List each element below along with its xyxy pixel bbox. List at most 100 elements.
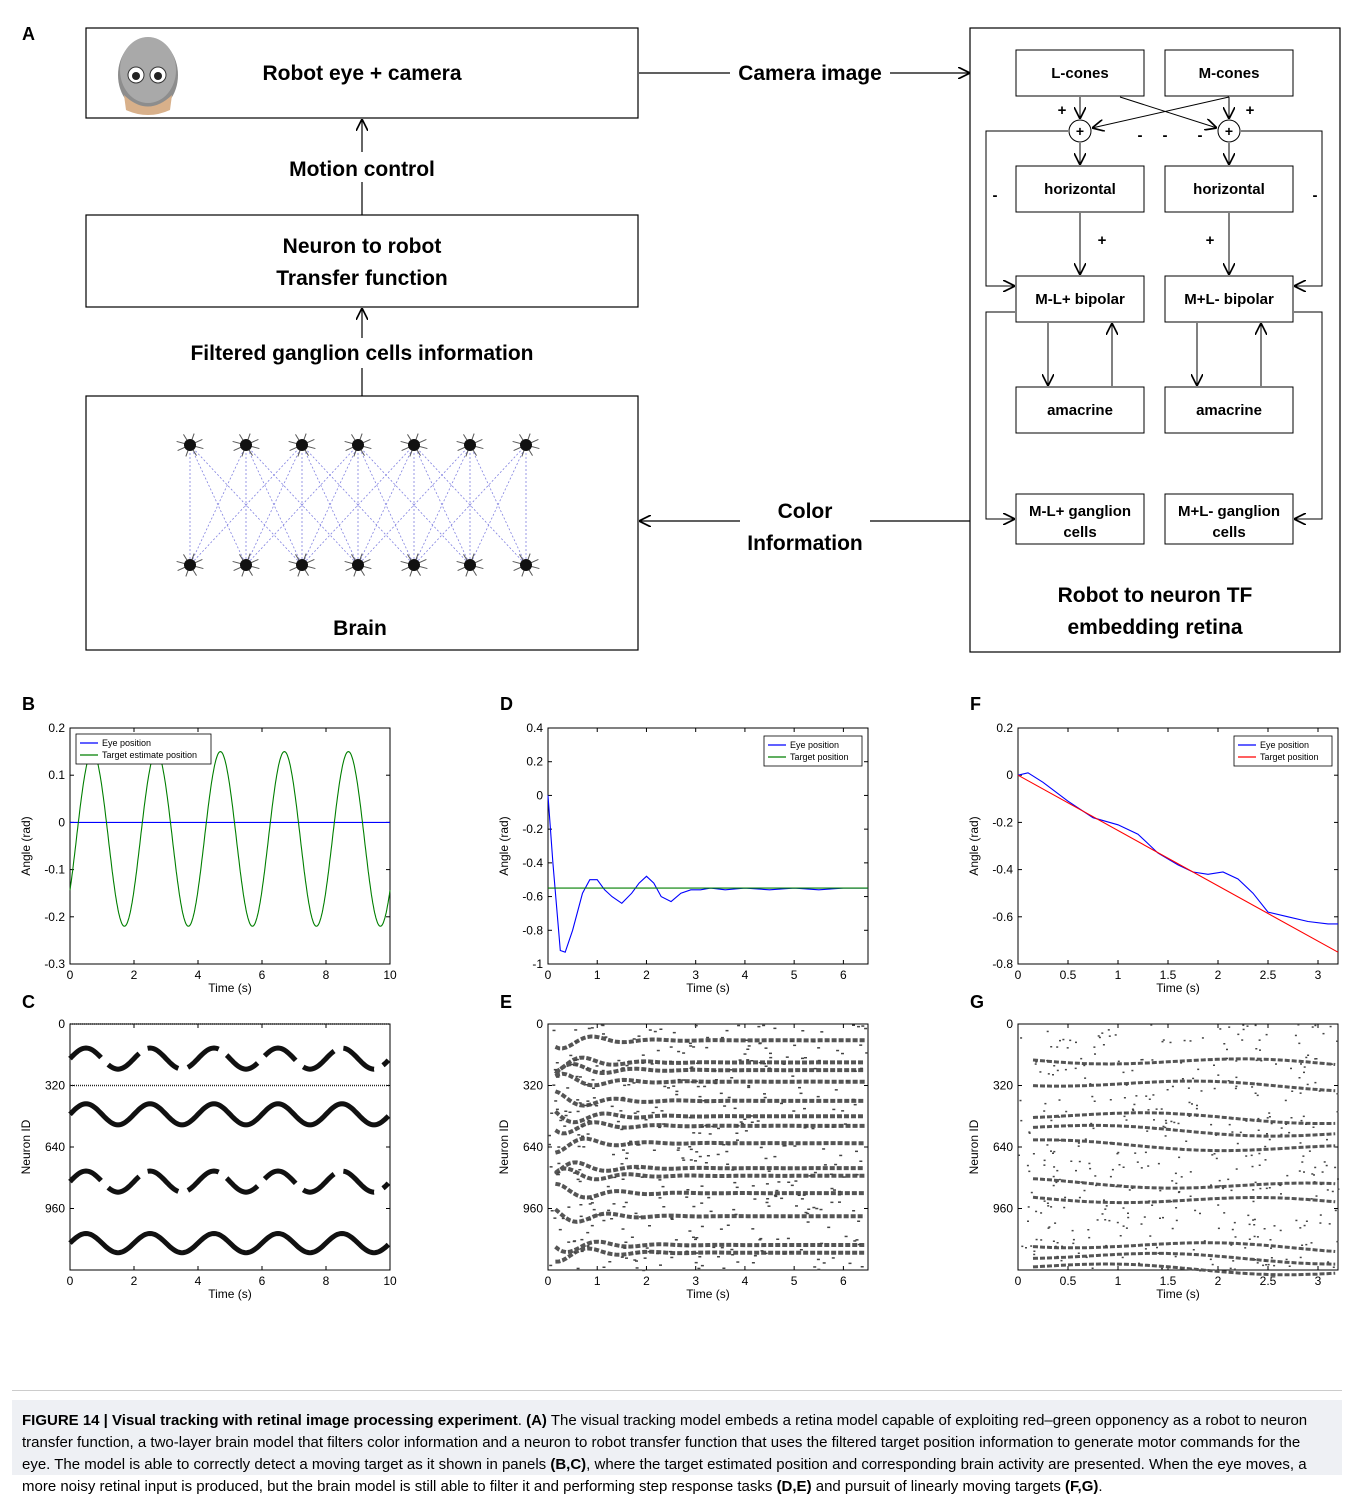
raster-band bbox=[554, 1166, 865, 1182]
raster-band bbox=[1032, 1079, 1336, 1093]
raster-spike bbox=[1118, 1164, 1121, 1166]
robot-eye-box bbox=[85, 27, 639, 119]
y-axis-label: Angle (rad) bbox=[967, 816, 981, 875]
x-tick-label: 6 bbox=[259, 968, 266, 982]
neuron-icon bbox=[456, 553, 484, 577]
raster-spike bbox=[670, 1256, 674, 1259]
raster-spike bbox=[790, 1040, 794, 1042]
raster-spike bbox=[705, 1046, 709, 1049]
legend-entry: Eye position bbox=[790, 740, 839, 750]
raster-spike bbox=[823, 1164, 827, 1166]
x-tick-label: 6 bbox=[259, 1274, 266, 1288]
raster-spike bbox=[1144, 1151, 1147, 1154]
raster-spike bbox=[816, 1095, 820, 1098]
panel-label-a: A bbox=[22, 24, 35, 44]
neuron-icon bbox=[344, 553, 372, 577]
neuron-soma bbox=[520, 439, 532, 451]
raster-spike bbox=[576, 1099, 580, 1101]
raster-spike bbox=[704, 1124, 708, 1127]
raster-spike bbox=[1328, 1223, 1331, 1225]
raster-spike bbox=[569, 1054, 573, 1057]
raster-spike bbox=[1285, 1258, 1288, 1261]
raster-spike bbox=[845, 1080, 849, 1082]
raster-spike bbox=[1227, 1080, 1230, 1082]
raster-spike bbox=[1059, 1039, 1061, 1042]
raster-spike bbox=[685, 1250, 689, 1252]
raster-spike bbox=[1264, 1145, 1267, 1148]
raster-spike bbox=[682, 1159, 686, 1161]
panel-label-d: D bbox=[500, 694, 513, 714]
raster-spike bbox=[1305, 1220, 1308, 1222]
raster-spike bbox=[1305, 1243, 1308, 1246]
x-tick-label: 4 bbox=[742, 968, 749, 982]
raster-spike bbox=[556, 1076, 560, 1078]
raster-spike bbox=[855, 1173, 859, 1176]
x-tick-label: 2 bbox=[1215, 1274, 1222, 1288]
raster-spike bbox=[1265, 1187, 1268, 1190]
raster-spike bbox=[830, 1187, 834, 1190]
raster-spike bbox=[1254, 1259, 1257, 1261]
raster-spike bbox=[1123, 1097, 1126, 1099]
y-tick-label: -0.6 bbox=[522, 890, 543, 904]
raster-spike bbox=[706, 1036, 710, 1039]
raster-spike bbox=[1089, 1083, 1092, 1085]
x-tick-label: 1 bbox=[594, 968, 601, 982]
y-tick-label: 960 bbox=[45, 1202, 65, 1216]
raster-spike bbox=[1219, 1185, 1222, 1187]
raster-band bbox=[1032, 1123, 1336, 1138]
raster-spike bbox=[727, 1096, 731, 1099]
raster-spike bbox=[1060, 1259, 1063, 1262]
raster-spike bbox=[690, 1066, 694, 1068]
raster-spike bbox=[580, 1250, 584, 1253]
raster-spike bbox=[658, 1179, 662, 1181]
raster-spike bbox=[1254, 1024, 1257, 1027]
raster-spike bbox=[839, 1154, 843, 1157]
x-tick-label: 8 bbox=[323, 1274, 330, 1288]
raster-spike bbox=[648, 1029, 652, 1031]
raster-spike bbox=[806, 1221, 810, 1223]
raster-spike bbox=[1104, 1219, 1107, 1221]
raster-spike bbox=[1298, 1170, 1301, 1172]
raster-spike bbox=[1074, 1067, 1077, 1070]
y-tick-label: 320 bbox=[993, 1079, 1013, 1093]
raster-spike bbox=[1025, 1247, 1027, 1249]
raster-spike bbox=[601, 1069, 605, 1072]
raster-band bbox=[554, 1034, 865, 1051]
raster-spike bbox=[834, 1089, 838, 1091]
raster-spike bbox=[700, 1264, 704, 1267]
legend-entry: Target position bbox=[790, 752, 849, 762]
raster-spike bbox=[1235, 1168, 1238, 1170]
raster-spike bbox=[647, 1250, 651, 1253]
raster-spike bbox=[812, 1206, 816, 1209]
neuron-icon bbox=[400, 433, 428, 457]
raster-band bbox=[554, 1207, 865, 1224]
sign-l-plus: + bbox=[1058, 102, 1067, 119]
panel-label-b: B bbox=[22, 694, 35, 714]
raster-spike bbox=[1173, 1121, 1176, 1124]
raster-spike bbox=[1063, 1206, 1066, 1209]
raster-spike bbox=[815, 1207, 819, 1210]
raster-spike bbox=[829, 1173, 833, 1175]
raster-spike bbox=[1050, 1046, 1053, 1048]
raster-spike bbox=[1122, 1166, 1125, 1168]
raster-spike bbox=[612, 1203, 616, 1205]
raster-spike bbox=[681, 1157, 685, 1159]
y-axis-label: Angle (rad) bbox=[497, 816, 511, 875]
raster-spike bbox=[592, 1097, 596, 1099]
raster-spike bbox=[1020, 1119, 1023, 1122]
robot-box-label: Robot eye + camera bbox=[262, 62, 461, 85]
raster-spike bbox=[578, 1102, 582, 1104]
raster-spike bbox=[765, 1183, 769, 1185]
raster-spike bbox=[621, 1178, 625, 1180]
raster-spike bbox=[557, 1171, 561, 1174]
neuron-soma bbox=[240, 559, 252, 571]
raster-spike bbox=[1165, 1122, 1168, 1124]
raster-spike bbox=[786, 1237, 790, 1240]
plot-frame bbox=[1017, 1023, 1339, 1271]
panel-label-c: C bbox=[22, 992, 35, 1012]
raster-spike bbox=[1145, 1095, 1148, 1097]
raster-spike bbox=[1157, 1162, 1160, 1165]
y-axis-label: Angle (rad) bbox=[19, 816, 33, 875]
raster-spike bbox=[1321, 1171, 1324, 1173]
raster-spikes bbox=[68, 1023, 391, 1256]
